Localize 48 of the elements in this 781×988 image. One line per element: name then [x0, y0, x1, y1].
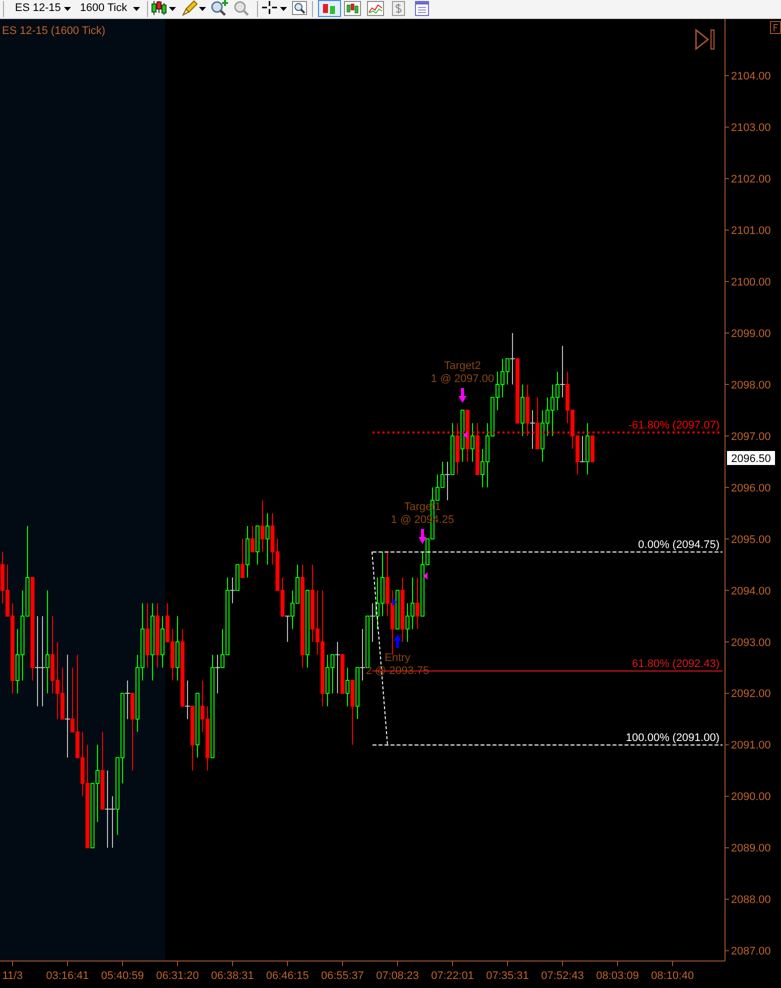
- text: ES 12-15 (1600 Tick): [2, 25, 106, 37]
- y-tick-label: 2099.00: [731, 328, 771, 340]
- x-tick-label: 06:38:31: [211, 970, 254, 982]
- y-tick-label: 2102.00: [731, 173, 771, 186]
- y-tick-label: 2094.00: [731, 585, 771, 598]
- x-tick-label: 05:40:59: [101, 970, 144, 982]
- x-tick-label: 07:08:23: [376, 970, 419, 982]
- y-tick-label: 2089.00: [731, 842, 771, 855]
- y-tick-label: 2088.00: [731, 894, 771, 906]
- candlestick: [346, 667, 350, 707]
- text: ES 12-15: [15, 2, 61, 15]
- text: 2096.50: [731, 453, 771, 465]
- candlestick: [250, 526, 254, 552]
- y-tick-label: 2093.00: [731, 636, 771, 649]
- y-tick-label: 2101.00: [731, 224, 771, 237]
- y-tick-label: 2091.00: [731, 740, 771, 752]
- candlestick: [266, 512, 270, 566]
- y-tick-label: 2097.00: [731, 430, 771, 443]
- text: 1600 Tick: [80, 2, 128, 15]
- candlestick: [470, 422, 474, 462]
- y-tick-label: 2095.00: [731, 534, 771, 546]
- candlestick: [240, 538, 244, 578]
- ref-line-label: 61.80% (2092.43): [632, 658, 720, 670]
- annotation: Target2 1 @ 2097.00: [430, 360, 494, 385]
- y-tick-label: 2104.00: [731, 70, 771, 83]
- x-tick-label: 08:03:09: [596, 970, 639, 982]
- candlestick: [260, 500, 264, 552]
- ref-line-label: 100.00% (2091.00): [626, 732, 720, 744]
- y-tick-label: 2096.00: [731, 482, 771, 494]
- y-tick-label: 2098.00: [731, 379, 771, 392]
- ref-line-label: -61.80% (2097.07): [628, 419, 720, 432]
- y-tick-label: 2100.00: [731, 276, 771, 288]
- x-tick-label: 06:31:20: [156, 970, 199, 982]
- x-tick-label: 07:22:01: [431, 970, 474, 982]
- x-tick-label: 11/3: [2, 970, 23, 982]
- x-tick-label: 03:16:41: [46, 970, 89, 982]
- candlestick: [46, 590, 50, 694]
- y-tick-label: 2103.00: [731, 122, 771, 134]
- x-tick-label: 08:10:40: [651, 970, 694, 982]
- x-tick-label: 06:55:37: [321, 970, 364, 982]
- x-tick-label: 07:52:43: [541, 970, 584, 982]
- candlestick: [416, 577, 420, 630]
- y-tick-label: 2090.00: [731, 791, 771, 804]
- y-tick-label: 2092.00: [731, 688, 771, 700]
- ref-line-label: 0.00% (2094.75): [638, 538, 720, 551]
- x-tick-label: 06:46:15: [266, 970, 309, 982]
- x-tick-label: 07:35:31: [486, 970, 529, 982]
- y-tick-label: 2087.00: [731, 946, 771, 958]
